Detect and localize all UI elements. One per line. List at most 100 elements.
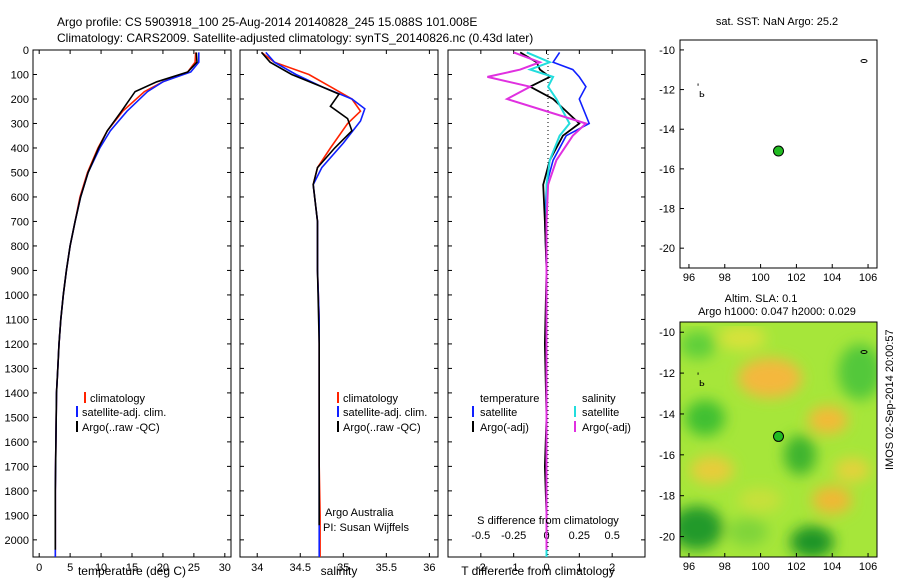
map-y-tick-label: -18 — [659, 204, 675, 216]
map-x-tick-label: 106 — [859, 272, 877, 284]
temperature-xlabel: temperature (deg C) — [78, 564, 186, 578]
series-line-argo-raw-qc- — [260, 51, 353, 526]
sla-map-panel: Altim. SLA: 0.1 Argo h1000: 0.047 h2000:… — [659, 293, 896, 573]
salinity-x-axis: 34 34.5 35 35.5 36 — [251, 50, 436, 574]
imos-timestamp: IMOS 02-Sep-2014 20:00:57 — [884, 329, 896, 470]
map-x-tick-label: 104 — [823, 272, 841, 284]
map-y-tick-label: -20 — [659, 532, 675, 544]
sla-map-subtitle: Argo h1000: 0.047 h2000: 0.029 — [698, 306, 856, 318]
sla-map-title: Altim. SLA: 0.1 — [725, 293, 798, 305]
x-tick-label: 30 — [219, 562, 231, 574]
map-x-tick-label: 106 — [859, 561, 877, 573]
difference-panel: -2 -1 0 1 2 -0.5 -0.25 0 0.25 0.5 temperature sa… — [447, 49, 646, 578]
island-outline — [860, 59, 868, 63]
salinity-lines — [260, 51, 366, 557]
coast-mark: ' — [697, 371, 699, 383]
depth-tick-label: 1200 — [5, 339, 29, 351]
t-diff-xlabel: T difference from climatology — [461, 564, 615, 578]
legend-s-argo: Argo(-adj) — [582, 422, 631, 434]
difference-lines — [487, 51, 591, 557]
island-outline — [860, 350, 868, 354]
legend-t-satellite: satellite — [480, 407, 517, 419]
x-tick-label: 0 — [36, 562, 42, 574]
map-x-tick-label: 96 — [683, 272, 695, 284]
x-tick-label: -2 — [476, 562, 486, 574]
depth-tick-label: 900 — [11, 265, 29, 277]
legend-climatology: climatology — [343, 393, 399, 405]
x-tick-label: 15 — [126, 562, 138, 574]
x-tick-label: 20 — [157, 562, 169, 574]
credit-line2: PI: Susan Wijffels — [323, 522, 409, 534]
depth-tick-label: 1800 — [5, 486, 29, 498]
sst-map-title: sat. SST: NaN Argo: 25.2 — [716, 16, 838, 28]
legend-t-argo: Argo(-adj) — [480, 422, 529, 434]
depth-tick-label: 600 — [11, 192, 29, 204]
map-y-tick-label: -20 — [659, 243, 675, 255]
map-y-tick-label: -14 — [659, 124, 675, 136]
map-y-tick-label: -16 — [659, 450, 675, 462]
x-tick-label: 35.5 — [376, 562, 397, 574]
map-x-tick-label: 98 — [719, 561, 731, 573]
depth-tick-label: 1600 — [5, 437, 29, 449]
x-tick-label: -1 — [509, 562, 519, 574]
map-x-tick-label: 98 — [719, 272, 731, 284]
depth-tick-label: 1700 — [5, 461, 29, 473]
legend-temperature-heading: temperature — [480, 393, 539, 405]
temperature-x-axis: 0 5 10 15 20 25 30 — [36, 50, 231, 574]
legend-satellite: satellite-adj. clim. — [82, 407, 166, 419]
depth-axis: 0 100 200 300 400 500 600 700 800 900 1000 1100 1200… — [5, 45, 231, 547]
map-x-tick-label: 96 — [683, 561, 695, 573]
x-tick-label: 0 — [543, 562, 549, 574]
header-line2: Climatology: CARS2009. Satellite-adjuste… — [57, 31, 533, 45]
depth-tick-label: 0 — [23, 45, 29, 57]
series-line-argo-raw-qc- — [54, 52, 198, 550]
map-x-tick-label: 100 — [751, 272, 769, 284]
map-y-tick-label: -16 — [659, 164, 675, 176]
map-x-tick-label: 100 — [751, 561, 769, 573]
map-x-tick-label: 104 — [823, 561, 841, 573]
salinity-panel: 34 34.5 35 35.5 36 climatology satellite-adj… — [239, 49, 439, 578]
map-y-tick-label: -10 — [659, 327, 675, 339]
map-x-tick-label: 102 — [787, 272, 805, 284]
depth-tick-label: 700 — [11, 216, 29, 228]
difference-legend: temperature satellite Argo(-adj) salinit… — [472, 393, 631, 434]
salinity-xlabel: salinity — [321, 564, 358, 578]
x-tick-label: 2 — [609, 562, 615, 574]
legend-satellite: satellite-adj. clim. — [343, 407, 427, 419]
depth-tick-label: 1400 — [5, 388, 29, 400]
depth-tick-label: 2000 — [5, 535, 29, 547]
legend-salinity-heading: salinity — [582, 393, 616, 405]
argo-float-marker — [773, 145, 784, 157]
temperature-lines — [54, 52, 200, 557]
depth-tick-label: 1900 — [5, 510, 29, 522]
x-tick-label: 34 — [251, 562, 263, 574]
coast-mark: ь — [699, 377, 705, 389]
depth-tick-label: 800 — [11, 241, 29, 253]
x-tick-label: 1 — [576, 562, 582, 574]
s-diff-tick-label: 0.5 — [605, 530, 620, 542]
series-line-salinity-argo-adj- — [487, 51, 588, 550]
salinity-legend: climatology satellite-adj. clim. Argo(..… — [337, 392, 427, 434]
legend-argo: Argo(..raw -QC) — [343, 422, 421, 434]
map-y-tick-label: -10 — [659, 45, 675, 57]
legend-s-satellite: satellite — [582, 407, 619, 419]
s-diff-tick-label: -0.25 — [501, 530, 526, 542]
sst-map-panel: sat. SST: NaN Argo: 25.2 96 98 100 102 104 10… — [659, 16, 878, 284]
legend-climatology: climatology — [90, 393, 146, 405]
depth-tick-label: 1500 — [5, 412, 29, 424]
map-y-tick-label: -12 — [659, 85, 675, 97]
depth-tick-label: 300 — [11, 118, 29, 130]
coast-mark: ' — [697, 82, 699, 94]
argo-float-marker — [773, 430, 784, 442]
x-tick-label: 34.5 — [290, 562, 311, 574]
s-diff-tick-label: 0.25 — [569, 530, 590, 542]
credit-line1: Argo Australia — [325, 507, 394, 519]
depth-tick-label: 400 — [11, 143, 29, 155]
x-tick-label: 25 — [188, 562, 200, 574]
map-y-tick-label: -18 — [659, 491, 675, 503]
depth-tick-label: 1300 — [5, 363, 29, 375]
map-y-tick-label: -12 — [659, 368, 675, 380]
temperature-legend: climatology satellite-adj. clim. Argo(..… — [76, 392, 166, 434]
header-line1: Argo profile: CS 5903918_100 25-Aug-2014… — [57, 15, 477, 29]
